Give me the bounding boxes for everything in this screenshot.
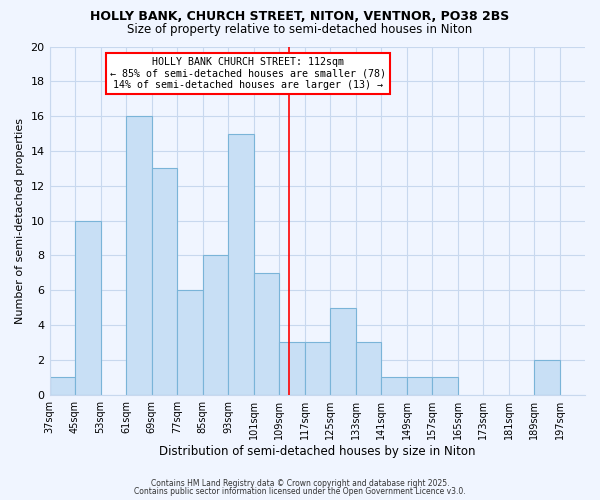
Bar (50, 378, 75, 394)
Bar (75, 220, 101, 394)
Bar (279, 342, 305, 394)
X-axis label: Distribution of semi-detached houses by size in Niton: Distribution of semi-detached houses by … (159, 444, 476, 458)
Text: HOLLY BANK CHURCH STREET: 112sqm
← 85% of semi-detached houses are smaller (78)
: HOLLY BANK CHURCH STREET: 112sqm ← 85% o… (110, 57, 386, 90)
Bar (534, 360, 560, 394)
Bar (228, 134, 254, 394)
Bar (330, 308, 356, 394)
Bar (203, 256, 228, 394)
Bar (432, 378, 458, 394)
Bar (356, 342, 381, 394)
Text: Size of property relative to semi-detached houses in Niton: Size of property relative to semi-detach… (127, 22, 473, 36)
Text: Contains public sector information licensed under the Open Government Licence v3: Contains public sector information licen… (134, 487, 466, 496)
Y-axis label: Number of semi-detached properties: Number of semi-detached properties (15, 118, 25, 324)
Bar (126, 116, 152, 394)
Bar (177, 290, 203, 395)
Bar (381, 378, 407, 394)
Bar (407, 378, 432, 394)
Text: HOLLY BANK, CHURCH STREET, NITON, VENTNOR, PO38 2BS: HOLLY BANK, CHURCH STREET, NITON, VENTNO… (91, 10, 509, 23)
Bar (152, 168, 177, 394)
Bar (305, 342, 330, 394)
Bar (254, 273, 279, 394)
Text: Contains HM Land Registry data © Crown copyright and database right 2025.: Contains HM Land Registry data © Crown c… (151, 478, 449, 488)
